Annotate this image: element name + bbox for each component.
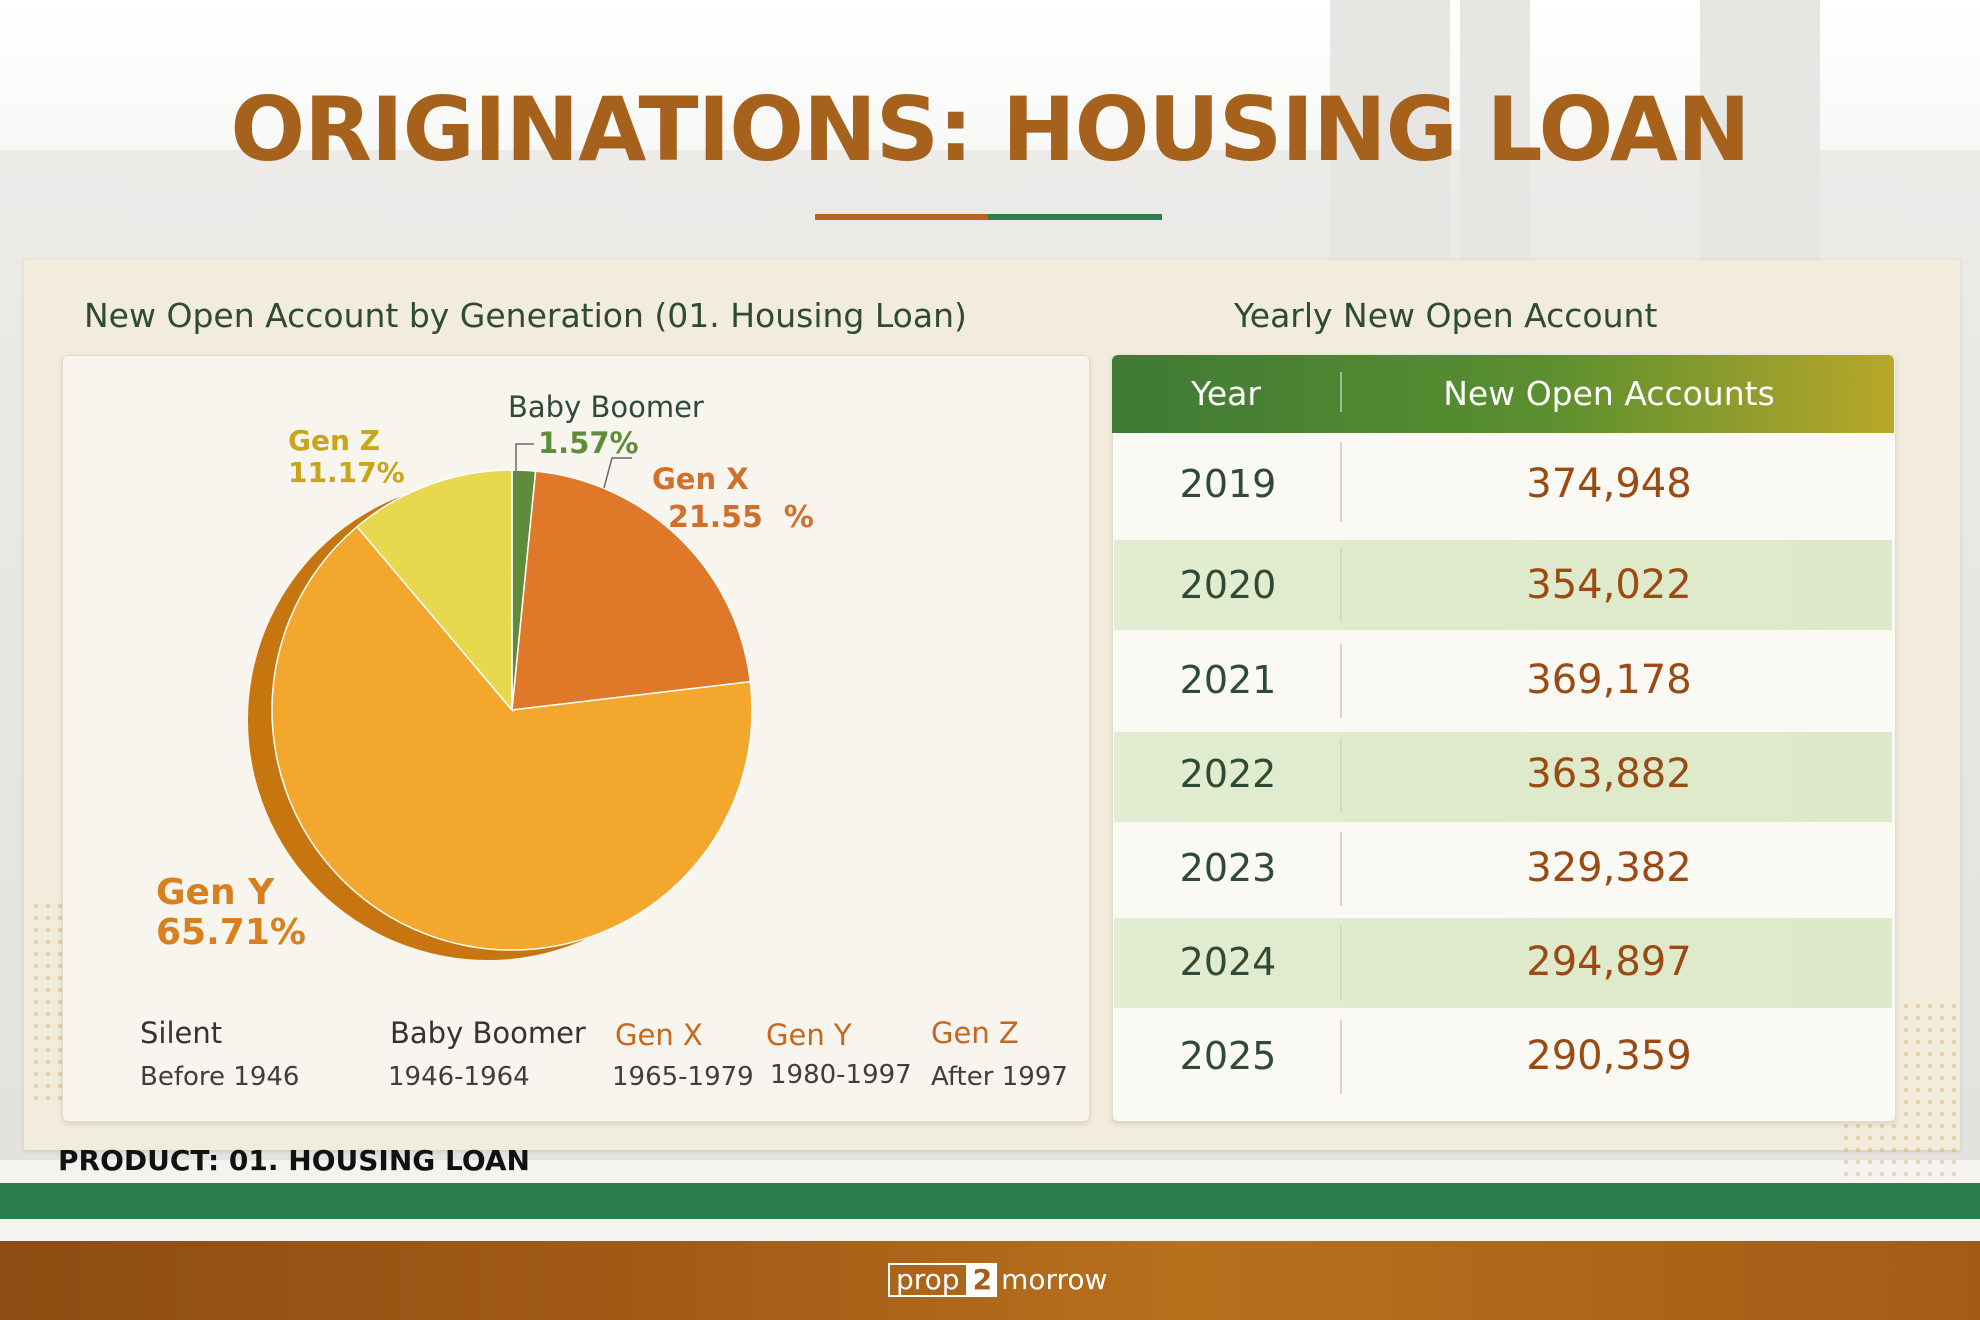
cell-accounts: 374,948: [1526, 461, 1692, 507]
label-baby-boomer-value: 1.57%: [538, 426, 639, 460]
legend-baby-boomer-name: Baby Boomer: [390, 1016, 586, 1050]
legend-gen-y-range: 1980-1997: [770, 1060, 912, 1090]
label-gen-x-value: 21.55 %: [668, 500, 814, 535]
brand-logo: prop 2 morrow: [888, 1262, 1107, 1298]
legend-gen-y-name: Gen Y: [766, 1018, 852, 1052]
label-gen-z-name: Gen Z: [288, 424, 380, 457]
cell-accounts: 369,178: [1526, 657, 1692, 703]
table-header: [1112, 355, 1894, 433]
leader-line-baby-boomer: [515, 443, 534, 472]
table-row: [1114, 540, 1892, 630]
legend-silent-name: Silent: [140, 1016, 223, 1050]
label-gen-z-value: 11.17%: [288, 456, 405, 489]
background-tower: [1700, 0, 1820, 300]
footer-separator: [0, 1219, 1980, 1241]
product-label: PRODUCT: 01. HOUSING LOAN: [58, 1144, 530, 1177]
column-divider: [1340, 644, 1342, 718]
label-gen-y-name: Gen Y: [156, 872, 275, 913]
logo-part-prop: prop: [888, 1263, 968, 1297]
cell-accounts: 294,897: [1526, 939, 1692, 985]
label-gen-y-value: 65.71%: [156, 912, 306, 953]
cell-year: 2025: [1179, 1034, 1277, 1078]
pie-chart: [248, 443, 753, 960]
column-header-year: Year: [1191, 374, 1261, 413]
legend-gen-x-name: Gen X: [615, 1018, 703, 1052]
column-divider: [1340, 442, 1342, 522]
cell-year: 2022: [1179, 752, 1277, 796]
logo-part-2: 2: [967, 1263, 998, 1297]
logo-part-morrow: morrow: [1001, 1263, 1108, 1296]
cell-year: 2021: [1179, 658, 1277, 702]
column-divider: [1340, 548, 1342, 622]
cell-accounts: 329,382: [1526, 845, 1692, 891]
header-divider: [1340, 372, 1342, 412]
column-divider: [1340, 738, 1342, 812]
footer-green-band: [0, 1183, 1980, 1219]
pie-slice-gen-z: [355, 469, 513, 713]
column-divider: [1340, 926, 1342, 1000]
table-title: Yearly New Open Account: [1234, 296, 1658, 335]
legend-gen-z-range: After 1997: [931, 1062, 1068, 1092]
cell-year: 2023: [1179, 846, 1277, 890]
cell-year: 2019: [1179, 462, 1277, 506]
table-row: [1114, 732, 1892, 822]
column-header-accounts: New Open Accounts: [1443, 374, 1775, 413]
cell-accounts: 354,022: [1526, 562, 1692, 608]
cell-year: 2024: [1179, 940, 1277, 984]
cell-accounts: 290,359: [1526, 1033, 1692, 1079]
table-row: [1114, 918, 1892, 1008]
column-divider: [1340, 832, 1342, 906]
pie-chart-title: New Open Account by Generation (01. Hous…: [84, 296, 967, 335]
page-title: ORIGINATIONS: HOUSING LOAN: [230, 78, 1750, 181]
legend-silent-range: Before 1946: [140, 1062, 300, 1092]
legend-baby-boomer-range: 1946-1964: [388, 1062, 530, 1092]
legend-gen-z-name: Gen Z: [931, 1016, 1019, 1050]
leader-line-gen-x: [603, 457, 632, 489]
pie-slice-gen-x: [511, 470, 752, 711]
label-gen-x-name: Gen X: [652, 462, 749, 496]
label-baby-boomer-name: Baby Boomer: [508, 390, 704, 424]
title-underline-brown: [815, 214, 988, 220]
legend-gen-x-range: 1965-1979: [612, 1062, 754, 1092]
cell-accounts: 363,882: [1526, 751, 1692, 797]
pie-slice-gen-y: [271, 525, 753, 951]
column-divider: [1340, 1020, 1342, 1094]
cell-year: 2020: [1179, 563, 1277, 607]
title-underline-green: [988, 214, 1162, 220]
